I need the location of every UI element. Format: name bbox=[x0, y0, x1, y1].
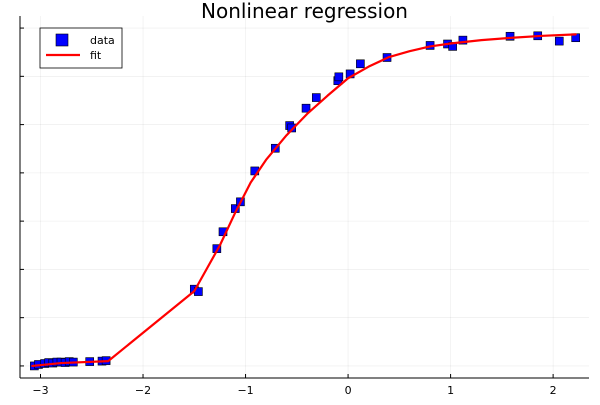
data-point-34 bbox=[505, 31, 515, 41]
chart-title: Nonlinear regression bbox=[201, 0, 408, 23]
data-point-36 bbox=[554, 36, 564, 46]
data-point-28 bbox=[356, 59, 365, 69]
legend-box bbox=[39, 27, 123, 69]
legend: data fit bbox=[39, 27, 123, 69]
data-point-26 bbox=[334, 72, 344, 82]
x-tick-label-2: −1 bbox=[237, 384, 253, 397]
grid bbox=[20, 16, 589, 378]
series-fit bbox=[31, 33, 577, 368]
x-tick-label-1: −2 bbox=[135, 384, 151, 397]
data-point-33 bbox=[458, 35, 468, 45]
legend-swatch-data bbox=[55, 33, 69, 47]
x-tick-label-0: −3 bbox=[32, 384, 48, 397]
data-point-23 bbox=[301, 103, 311, 113]
data-point-22 bbox=[287, 123, 296, 133]
tick-labels: −3 −2 −1 0 1 2 bbox=[32, 384, 556, 397]
series-data bbox=[30, 31, 580, 371]
fit-line bbox=[31, 33, 577, 368]
x-tick-label-3: 0 bbox=[345, 384, 352, 397]
axes bbox=[19, 16, 589, 379]
data-point-24 bbox=[311, 93, 321, 102]
x-tick-label-4: 1 bbox=[447, 384, 454, 397]
legend-label-fit: fit bbox=[90, 49, 102, 62]
x-tick-label-5: 2 bbox=[550, 384, 557, 397]
legend-label-data: data bbox=[90, 34, 115, 47]
series bbox=[30, 31, 580, 371]
